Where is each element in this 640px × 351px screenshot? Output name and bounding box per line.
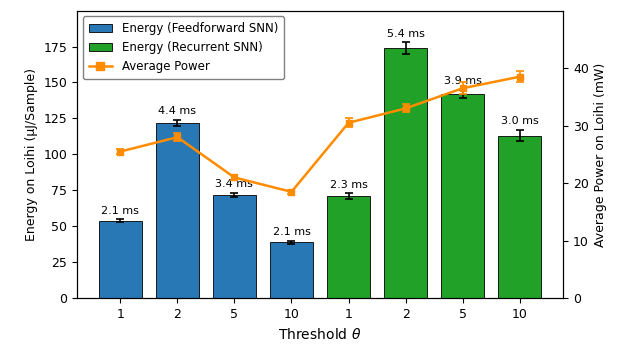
Bar xyxy=(327,196,370,298)
Text: 3.9 ms: 3.9 ms xyxy=(444,76,481,86)
Bar xyxy=(384,48,427,298)
Text: 2.3 ms: 2.3 ms xyxy=(330,180,367,190)
Text: 3.4 ms: 3.4 ms xyxy=(216,179,253,189)
Bar xyxy=(270,242,313,298)
Text: 2.1 ms: 2.1 ms xyxy=(273,227,310,237)
Y-axis label: Average Power on Loihi (mW): Average Power on Loihi (mW) xyxy=(595,62,607,246)
Bar xyxy=(213,195,256,298)
Text: 4.4 ms: 4.4 ms xyxy=(158,106,196,116)
Text: 5.4 ms: 5.4 ms xyxy=(387,28,424,39)
Bar xyxy=(499,136,541,298)
Bar xyxy=(156,123,199,298)
Legend: Energy (Feedforward SNN), Energy (Recurrent SNN), Average Power: Energy (Feedforward SNN), Energy (Recurr… xyxy=(83,16,284,79)
Bar xyxy=(99,221,141,298)
Bar xyxy=(441,94,484,298)
Y-axis label: Energy on Loihi (μJ/Sample): Energy on Loihi (μJ/Sample) xyxy=(25,68,38,241)
Text: 3.0 ms: 3.0 ms xyxy=(501,117,539,126)
X-axis label: Threshold $\theta$: Threshold $\theta$ xyxy=(278,327,362,342)
Text: 2.1 ms: 2.1 ms xyxy=(101,206,140,216)
